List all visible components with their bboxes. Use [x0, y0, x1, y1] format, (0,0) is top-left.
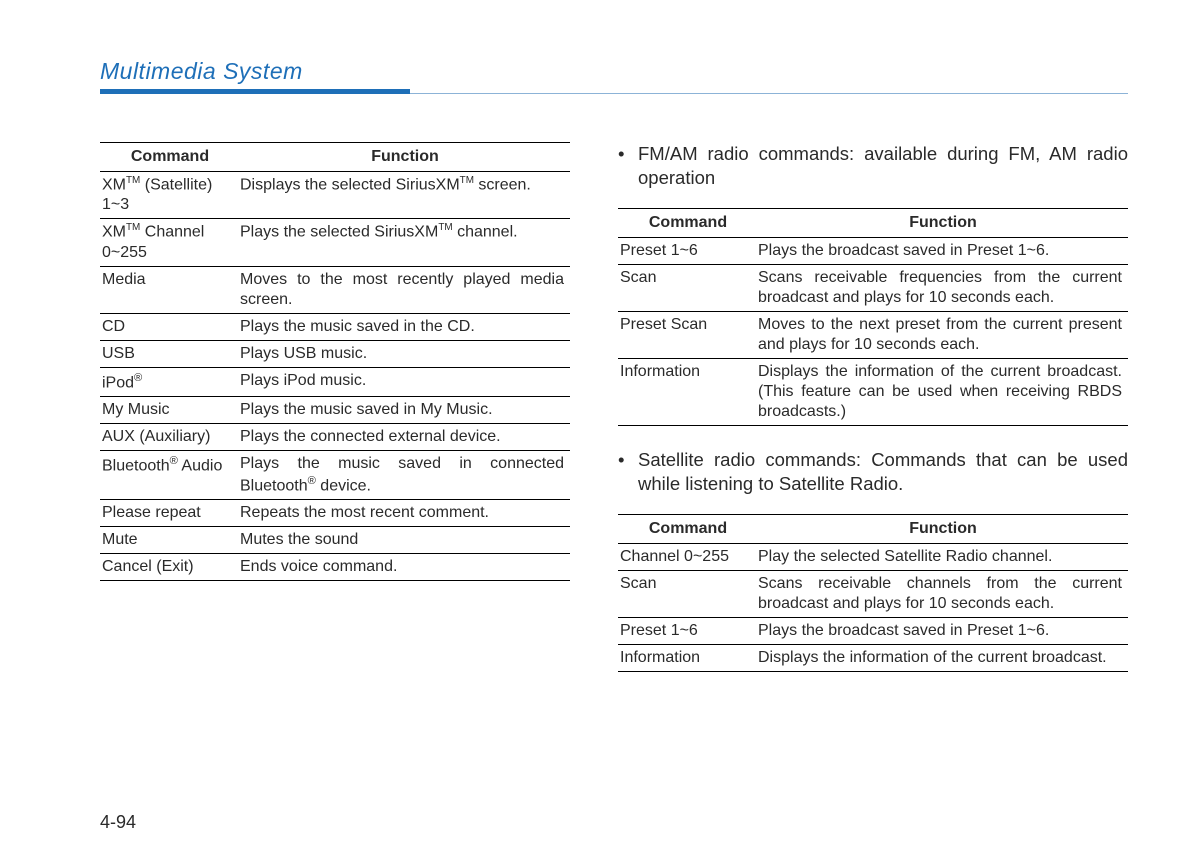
- th-command: Command: [618, 209, 758, 238]
- cell-command: Information: [618, 645, 758, 672]
- general-commands-table: Command Function XMTM (Satellite) 1~3Dis…: [100, 142, 570, 581]
- cell-function: Plays USB music.: [240, 340, 570, 367]
- cell-command: CD: [100, 313, 240, 340]
- title-rule: [100, 89, 1128, 94]
- satellite-intro: • Satellite radio commands: Commands tha…: [618, 448, 1128, 496]
- cell-function: Plays the broadcast saved in Preset 1~6.: [758, 238, 1128, 265]
- table-row: CDPlays the music saved in the CD.: [100, 313, 570, 340]
- table-row: MediaMoves to the most recently played m…: [100, 266, 570, 313]
- cell-command: USB: [100, 340, 240, 367]
- table-row: Preset ScanMoves to the next preset from…: [618, 312, 1128, 359]
- fmam-intro: • FM/AM radio commands: available during…: [618, 142, 1128, 190]
- cell-function: Plays the connected external device.: [240, 423, 570, 450]
- cell-command: Mute: [100, 527, 240, 554]
- cell-command: Cancel (Exit): [100, 554, 240, 581]
- fmam-commands-table: Command Function Preset 1~6Plays the bro…: [618, 208, 1128, 426]
- table-row: InformationDisplays the information of t…: [618, 645, 1128, 672]
- cell-command: Preset Scan: [618, 312, 758, 359]
- cell-function: Plays iPod music.: [240, 367, 570, 396]
- th-function: Function: [758, 515, 1128, 544]
- table-row: ScanScans receivable channels from the c…: [618, 571, 1128, 618]
- cell-command: iPod®: [100, 367, 240, 396]
- fmam-intro-text: FM/AM radio commands: available during F…: [638, 142, 1128, 190]
- cell-function: Plays the music saved in connected Bluet…: [240, 450, 570, 499]
- cell-command: Preset 1~6: [618, 618, 758, 645]
- table-row: Preset 1~6Plays the broadcast saved in P…: [618, 618, 1128, 645]
- cell-function: Scans receivable channels from the curre…: [758, 571, 1128, 618]
- table-row: Please repeatRepeats the most recent com…: [100, 500, 570, 527]
- table-row: AUX (Auxiliary)Plays the connected exter…: [100, 423, 570, 450]
- th-command: Command: [100, 143, 240, 172]
- cell-function: Ends voice command.: [240, 554, 570, 581]
- cell-function: Play the selected Satellite Radio channe…: [758, 544, 1128, 571]
- cell-command: Channel 0~255: [618, 544, 758, 571]
- table-row: InformationDisplays the information of t…: [618, 359, 1128, 426]
- cell-command: My Music: [100, 396, 240, 423]
- cell-command: AUX (Auxiliary): [100, 423, 240, 450]
- cell-command: XMTM (Satellite) 1~3: [100, 172, 240, 219]
- cell-command: Please repeat: [100, 500, 240, 527]
- satellite-commands-table: Command Function Channel 0~255Play the s…: [618, 514, 1128, 672]
- th-function: Function: [240, 143, 570, 172]
- cell-command: Scan: [618, 265, 758, 312]
- table-row: MuteMutes the sound: [100, 527, 570, 554]
- table-row: My MusicPlays the music saved in My Musi…: [100, 396, 570, 423]
- satellite-intro-text: Satellite radio commands: Commands that …: [638, 448, 1128, 496]
- table-row: Cancel (Exit)Ends voice command.: [100, 554, 570, 581]
- cell-function: Displays the information of the current …: [758, 359, 1128, 426]
- table-row: XMTM (Satellite) 1~3Displays the selecte…: [100, 172, 570, 219]
- page-number: 4-94: [100, 812, 136, 833]
- cell-function: Plays the selected SiriusXMTM channel.: [240, 219, 570, 266]
- table-row: USBPlays USB music.: [100, 340, 570, 367]
- section-title: Multimedia System: [100, 58, 1128, 85]
- cell-function: Plays the music saved in My Music.: [240, 396, 570, 423]
- cell-function: Scans receivable frequencies from the cu…: [758, 265, 1128, 312]
- cell-function: Displays the information of the current …: [758, 645, 1128, 672]
- cell-command: Preset 1~6: [618, 238, 758, 265]
- cell-command: Information: [618, 359, 758, 426]
- th-command: Command: [618, 515, 758, 544]
- cell-command: XMTM Channel 0~255: [100, 219, 240, 266]
- cell-function: Displays the selected SiriusXMTM screen.: [240, 172, 570, 219]
- table-row: ScanScans receivable frequencies from th…: [618, 265, 1128, 312]
- th-function: Function: [758, 209, 1128, 238]
- table-row: Channel 0~255Play the selected Satellite…: [618, 544, 1128, 571]
- table-row: Bluetooth® AudioPlays the music saved in…: [100, 450, 570, 499]
- cell-function: Plays the music saved in the CD.: [240, 313, 570, 340]
- table-row: Preset 1~6Plays the broadcast saved in P…: [618, 238, 1128, 265]
- cell-command: Scan: [618, 571, 758, 618]
- cell-command: Media: [100, 266, 240, 313]
- table-row: iPod®Plays iPod music.: [100, 367, 570, 396]
- cell-command: Bluetooth® Audio: [100, 450, 240, 499]
- table-row: XMTM Channel 0~255Plays the selected Sir…: [100, 219, 570, 266]
- cell-function: Plays the broadcast saved in Preset 1~6.: [758, 618, 1128, 645]
- cell-function: Mutes the sound: [240, 527, 570, 554]
- cell-function: Moves to the next preset from the curren…: [758, 312, 1128, 359]
- cell-function: Repeats the most recent comment.: [240, 500, 570, 527]
- cell-function: Moves to the most recently played media …: [240, 266, 570, 313]
